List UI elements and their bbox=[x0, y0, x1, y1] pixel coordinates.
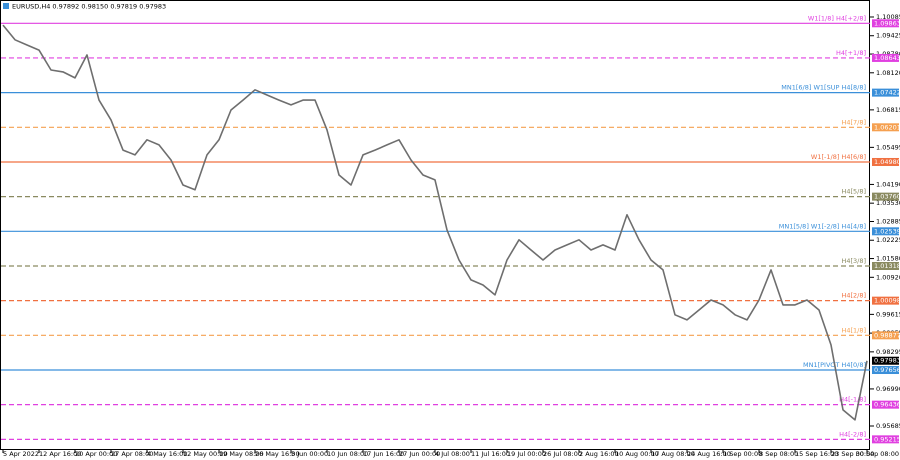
x-tick-label: 24 Aug 16:00 bbox=[687, 450, 731, 458]
level-price-box bbox=[872, 261, 899, 270]
level-price-label: 0.96436 bbox=[874, 401, 900, 409]
level-price-box bbox=[872, 435, 899, 444]
level-price-box bbox=[872, 296, 899, 305]
level-price-label: 1.02539 bbox=[874, 227, 900, 235]
y-tick-label: 1.10085 bbox=[876, 13, 900, 21]
y-tick-label: 1.03530 bbox=[876, 199, 900, 207]
level-price-box bbox=[872, 19, 899, 28]
y-tick-label: 1.02225 bbox=[876, 236, 900, 244]
y-tick-label: 0.98295 bbox=[876, 348, 900, 356]
x-tick-label: 27 Apr 08:00 bbox=[111, 450, 153, 458]
level-price-box bbox=[872, 157, 899, 166]
level-price-label: 1.07422 bbox=[874, 89, 900, 97]
level-price-box bbox=[872, 331, 899, 340]
level-label: H4[+1/8] bbox=[836, 49, 866, 57]
level-price-label: 1.08643 bbox=[874, 54, 900, 62]
x-tick-label: 30 Sep 08:00 bbox=[856, 450, 899, 458]
level-price-box bbox=[872, 53, 899, 62]
level-price-box bbox=[872, 227, 899, 236]
x-tick-label: 8 Sep 08:00 bbox=[759, 450, 798, 458]
x-tick-label: 12 Apr 16:00 bbox=[39, 450, 81, 458]
x-tick-label: 11 Jul 16:00 bbox=[471, 450, 510, 458]
x-tick-label: 26 May 16:00 bbox=[255, 450, 300, 458]
level-label: MN1[5/8] W1[-2/8] H4[4/8] bbox=[779, 222, 866, 230]
y-tick-label: 1.02885 bbox=[876, 217, 900, 225]
level-price-label: 0.95215 bbox=[874, 435, 900, 443]
last-price-label: 0.97983 bbox=[874, 357, 900, 365]
x-tick-label: 17 Jun 16:00 bbox=[363, 450, 404, 458]
level-label: MN1[6/8] W1[SUP H4[8/8] bbox=[781, 84, 866, 92]
x-tick-label: 19 May 08:00 bbox=[219, 450, 264, 458]
level-price-box bbox=[872, 192, 899, 201]
level-price-box bbox=[872, 400, 899, 409]
x-tick-label: 20 Apr 00:00 bbox=[75, 450, 117, 458]
x-tick-label: 15 Sep 16:00 bbox=[795, 450, 838, 458]
x-tick-label: 23 Sep 00:00 bbox=[831, 450, 874, 458]
level-price-box bbox=[872, 366, 899, 375]
level-price-label: 1.00098 bbox=[874, 297, 900, 305]
y-tick-label: 1.01580 bbox=[876, 255, 900, 263]
symbol-icon bbox=[3, 3, 9, 9]
y-tick-label: 1.09425 bbox=[876, 32, 900, 40]
level-label: H4[5/8] bbox=[841, 188, 866, 196]
x-tick-label: 10 Jun 08:00 bbox=[327, 450, 368, 458]
level-label: H4[-2/8] bbox=[839, 430, 866, 438]
level-price-label: 1.09863 bbox=[874, 19, 900, 27]
last-price-box bbox=[872, 356, 899, 365]
x-tick-label: 4 Jul 08:00 bbox=[435, 450, 470, 458]
level-price-label: 1.03760 bbox=[874, 193, 900, 201]
y-tick-label: 1.04190 bbox=[876, 180, 900, 188]
level-label: H4[1/8] bbox=[841, 326, 866, 334]
y-tick-label: 1.05495 bbox=[876, 143, 900, 151]
price-line bbox=[2, 24, 868, 421]
x-tick-label: 19 Jul 00:00 bbox=[507, 450, 546, 458]
y-tick-label: 0.99615 bbox=[876, 310, 900, 318]
x-tick-label: 12 May 00:00 bbox=[183, 450, 228, 458]
y-tick-label: 1.06815 bbox=[876, 106, 900, 114]
level-label: H4[-1/8] bbox=[839, 396, 866, 404]
level-price-label: 1.06201 bbox=[874, 123, 900, 131]
x-tick-label: 2 Aug 16:00 bbox=[579, 450, 619, 458]
level-label: H4[2/8] bbox=[841, 292, 866, 300]
y-tick-label: 1.08120 bbox=[876, 69, 900, 77]
level-label: H4[7/8] bbox=[841, 118, 866, 126]
level-price-label: 1.01318 bbox=[874, 262, 900, 270]
x-tick-label: 27 Jun 00:00 bbox=[399, 450, 440, 458]
level-label: W1[-1/8] H4[6/8] bbox=[811, 153, 866, 161]
level-price-box bbox=[872, 123, 899, 132]
x-tick-label: 10 Aug 00:00 bbox=[615, 450, 659, 458]
x-tick-label: 1 Sep 00:00 bbox=[723, 450, 762, 458]
chart-title: EURUSD,H4 0.97892 0.98150 0.97819 0.9798… bbox=[12, 3, 166, 11]
x-tick-label: 26 Jul 08:00 bbox=[543, 450, 582, 458]
level-price-label: 0.97656 bbox=[874, 366, 900, 374]
x-tick-label: 17 Aug 08:00 bbox=[651, 450, 695, 458]
level-price-box bbox=[872, 88, 899, 97]
level-label: H4[3/8] bbox=[841, 257, 866, 265]
x-tick-label: 5 Apr 2022 bbox=[3, 450, 39, 458]
x-tick-label: 3 Jun 00:00 bbox=[291, 450, 328, 458]
level-price-label: 1.04980 bbox=[874, 158, 900, 166]
x-tick-label: 4 May 16:00 bbox=[147, 450, 187, 458]
level-label: W1[1/8] H4[+2/8] bbox=[808, 14, 866, 22]
level-price-label: 0.98877 bbox=[874, 331, 900, 339]
